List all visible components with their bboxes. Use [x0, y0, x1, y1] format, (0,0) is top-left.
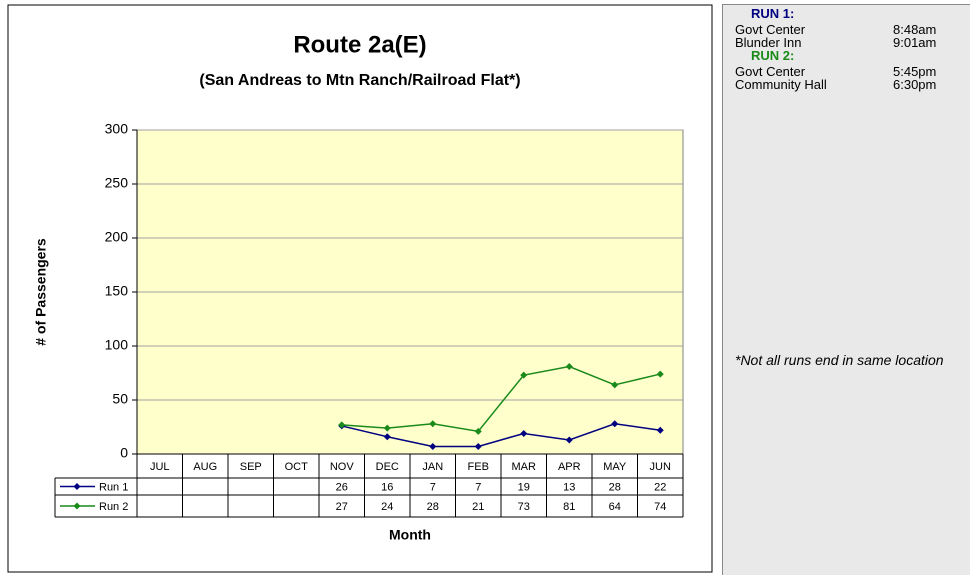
y-tick-label: 100 — [105, 337, 129, 353]
point-marker — [611, 420, 619, 428]
x-tick-label: FEB — [468, 461, 489, 473]
legend-key-marker — [73, 502, 81, 510]
chart-subtitle: (San Andreas to Mtn Ranch/Railroad Flat*… — [199, 72, 520, 89]
stop-time: 8:48am — [893, 22, 937, 37]
point-marker — [429, 442, 437, 450]
stop-time: 9:01am — [893, 35, 937, 50]
point-marker — [611, 381, 619, 389]
table-value: 73 — [518, 501, 530, 513]
point-marker — [656, 426, 664, 434]
x-tick-label: SEP — [240, 461, 262, 473]
y-axis-label: # of Passengers — [33, 238, 49, 346]
x-tick-label: AUG — [193, 461, 217, 473]
table-value: 28 — [427, 501, 439, 513]
point-marker — [656, 370, 664, 378]
run-header: RUN 1: — [751, 6, 795, 21]
table-value: 24 — [381, 501, 393, 513]
table-value: 19 — [518, 481, 530, 493]
x-tick-label: JUL — [150, 461, 170, 473]
point-marker — [565, 363, 573, 371]
point-marker — [338, 421, 346, 429]
table-value: 13 — [563, 481, 575, 493]
chart-title: Route 2a(E) — [293, 31, 426, 58]
run-header: RUN 2: — [751, 48, 795, 63]
x-axis-label: Month — [389, 527, 431, 543]
stop-name: Govt Center — [735, 22, 806, 37]
stop-name: Community Hall — [735, 77, 827, 92]
legend-label: Run 2 — [99, 501, 128, 513]
series-line — [341, 422, 661, 448]
point-marker — [565, 436, 573, 444]
table-value: 28 — [609, 481, 621, 493]
table-value: 64 — [609, 501, 621, 513]
x-tick-label: JAN — [422, 461, 443, 473]
y-tick-label: 250 — [105, 175, 129, 191]
point-marker — [520, 371, 528, 379]
x-tick-label: OCT — [285, 461, 309, 473]
y-tick-label: 150 — [105, 283, 129, 299]
stop-name: Blunder Inn — [735, 35, 802, 50]
table-value: 7 — [430, 481, 436, 493]
x-tick-label: JUN — [650, 461, 671, 473]
table-value: 7 — [475, 481, 481, 493]
stop-time: 6:30pm — [893, 77, 937, 92]
x-tick-label: MAY — [603, 461, 627, 473]
table-value: 27 — [336, 501, 348, 513]
x-tick-label: MAR — [512, 461, 537, 473]
point-marker — [383, 433, 391, 441]
legend-label: Run 1 — [99, 481, 128, 493]
point-marker — [383, 424, 391, 432]
point-marker — [520, 429, 528, 437]
x-tick-label: DEC — [376, 461, 399, 473]
table-value: 21 — [472, 501, 484, 513]
table-value: 22 — [654, 481, 666, 493]
point-marker — [474, 427, 482, 435]
table-value: 81 — [563, 501, 575, 513]
point-marker — [429, 420, 437, 428]
table-value: 26 — [336, 481, 348, 493]
stop-time: 5:45pm — [893, 64, 937, 79]
table-value: 74 — [654, 501, 666, 513]
stop-name: Govt Center — [735, 64, 806, 79]
legend-key-marker — [73, 483, 81, 490]
y-tick-label: 50 — [112, 391, 128, 407]
table-value: 16 — [381, 481, 393, 493]
y-tick-label: 300 — [105, 121, 129, 137]
x-tick-label: NOV — [330, 461, 355, 473]
y-tick-label: 200 — [105, 229, 129, 245]
point-marker — [474, 442, 482, 450]
x-tick-label: APR — [558, 461, 581, 473]
series-line — [341, 365, 661, 433]
y-tick-label: 0 — [120, 445, 128, 461]
sidebar: RUN 1: Govt Center 8:48am Blunder Inn 9:01am… — [722, 4, 970, 575]
note: *Not all runs end in same location — [735, 352, 944, 368]
